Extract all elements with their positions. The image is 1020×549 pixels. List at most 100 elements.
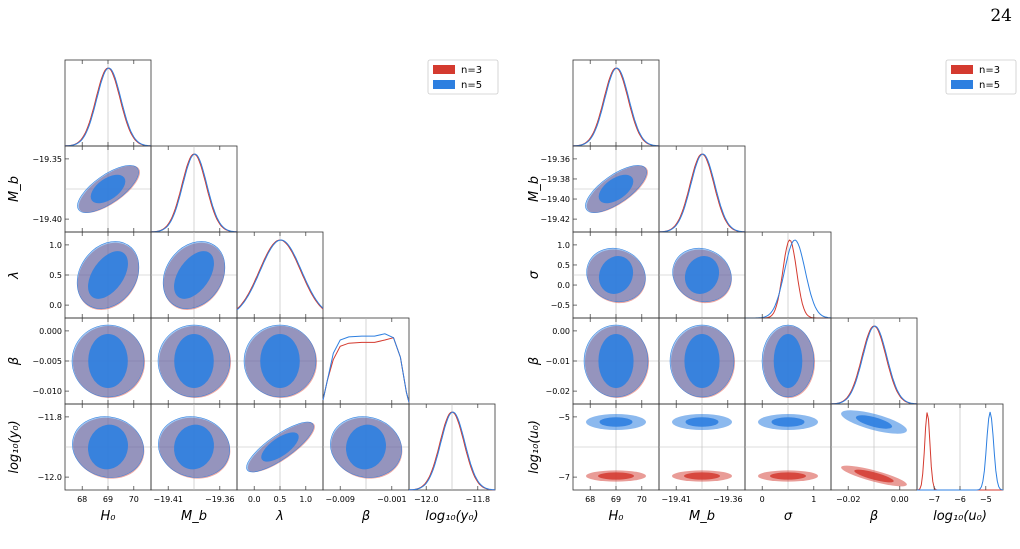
legend-swatch — [951, 80, 973, 89]
cell-3-3 — [322, 317, 410, 405]
cell-4-2 — [744, 403, 832, 491]
cell-3-0 — [64, 317, 152, 405]
x-tick-label: −19.41 — [153, 495, 183, 504]
y-axis-label: log₁₀(u₀) — [527, 420, 542, 474]
x-tick-label: −7 — [928, 495, 940, 504]
contour-n5-inner — [88, 251, 128, 299]
marginal-n5 — [236, 239, 324, 311]
y-tick-label: −19.40 — [32, 215, 62, 224]
cell-3-1 — [150, 317, 238, 405]
cell-3-0 — [572, 317, 660, 405]
x-axis-label: β — [361, 509, 370, 524]
x-tick-label: 69 — [103, 495, 113, 504]
x-axis-label: log₁₀(u₀) — [933, 509, 987, 524]
x-tick-label: −0.009 — [325, 495, 355, 504]
cell-4-4 — [408, 403, 496, 491]
legend-label: n=3 — [461, 65, 482, 76]
x-axis-label: λ — [275, 509, 284, 524]
y-tick-label: −0.02 — [545, 387, 570, 396]
x-axis-label: M_b — [181, 509, 207, 524]
cell-1-1 — [150, 145, 238, 233]
cell-2-2 — [744, 231, 832, 319]
x-tick-label: 68 — [77, 495, 87, 504]
contour-n5-inner — [685, 417, 719, 427]
contour-n5-inner — [88, 334, 128, 388]
cell-1-0 — [572, 145, 660, 233]
marginal-n5 — [150, 153, 238, 233]
cell-4-1 — [658, 403, 746, 491]
x-tick-label: −11.8 — [466, 495, 491, 504]
contour-n3-inner — [854, 469, 894, 483]
cell-4-2 — [236, 403, 324, 491]
marginal-n5 — [658, 153, 746, 233]
legend-swatch — [951, 65, 973, 74]
y-tick-label: 0.00 — [552, 327, 570, 336]
marginal-n5 — [64, 67, 152, 147]
cell-2-0 — [572, 231, 660, 319]
contour-n5-inner — [346, 424, 386, 470]
y-tick-label: −19.40 — [540, 195, 570, 204]
cell-2-1 — [150, 231, 238, 319]
x-axis-label: H₀ — [609, 509, 625, 524]
x-tick-label: 0.5 — [274, 495, 287, 504]
cell-3-2 — [744, 317, 832, 405]
contour-n5-inner — [599, 417, 633, 427]
contour-n5-inner — [260, 334, 300, 388]
x-tick-label: −0.001 — [377, 495, 407, 504]
y-tick-label: 0.0 — [49, 301, 62, 310]
contour-n5-inner — [598, 174, 634, 204]
marginal-n5 — [830, 325, 918, 405]
y-tick-label: 1.0 — [49, 241, 62, 250]
y-tick-label: −0.005 — [32, 357, 62, 366]
x-tick-label: −6 — [954, 495, 966, 504]
contour-n5-inner — [174, 424, 214, 470]
y-tick-label: 0.0 — [557, 281, 570, 290]
y-tick-label: 0.5 — [557, 261, 570, 270]
cell-1-1 — [658, 145, 746, 233]
x-tick-label: −5 — [980, 495, 992, 504]
contour-n3-inner — [770, 472, 806, 480]
corner-plot-left-svg: 68 69 70 H₀ −19.41 −19.36 M_b 0.0 0.5 1.0 λ −0.009 −… — [7, 59, 499, 524]
legend: n=3n=5 — [945, 59, 1017, 95]
cell-3-1 — [658, 317, 746, 405]
x-axis-label: M_b — [689, 509, 715, 524]
contour-n5-inner — [174, 251, 214, 299]
marginal-n5 — [572, 67, 660, 147]
corner-plot-right-svg: 68 69 70 H₀ −19.41 −19.36 M_b 0 1 σ −0.02 0.00 β −7 −6… — [527, 59, 1017, 524]
x-tick-label: 69 — [611, 495, 621, 504]
y-tick-label: −11.8 — [37, 413, 62, 422]
contour-n5-inner — [598, 256, 634, 294]
contour-n3-inner — [598, 472, 634, 480]
x-tick-label: 0.0 — [248, 495, 261, 504]
contour-n5-inner — [684, 334, 720, 388]
contour-n5-inner — [174, 334, 214, 388]
cell-2-1 — [658, 231, 746, 319]
cell-4-0 — [64, 403, 152, 491]
contour-n5-inner — [90, 174, 126, 204]
legend-label: n=5 — [979, 80, 1000, 91]
y-tick-label: −0.01 — [545, 357, 570, 366]
x-axis-label: log₁₀(y₀) — [425, 509, 478, 524]
x-tick-label: 70 — [129, 495, 139, 504]
cell-2-0 — [64, 231, 152, 319]
cell-4-0 — [572, 403, 660, 491]
x-tick-label: 0 — [760, 495, 765, 504]
y-tick-label: −19.38 — [540, 175, 570, 184]
x-axis-label: H₀ — [101, 509, 117, 524]
x-tick-label: −19.36 — [205, 495, 235, 504]
y-tick-label: −0.010 — [32, 387, 62, 396]
y-tick-label: 0.5 — [49, 271, 62, 280]
legend-swatch — [433, 80, 455, 89]
y-axis-label: σ — [527, 270, 542, 279]
y-axis-label: M_b — [7, 176, 22, 202]
y-tick-label: −19.35 — [32, 155, 62, 164]
y-tick-label: −7 — [558, 473, 570, 482]
marginal-n5 — [408, 411, 496, 491]
marginal-n5 — [322, 333, 410, 403]
cell-3-3 — [830, 317, 918, 405]
cell-4-4 — [916, 403, 1004, 491]
x-tick-label: −19.41 — [661, 495, 691, 504]
contour-n3-inner — [684, 472, 720, 480]
y-tick-label: −12.0 — [37, 473, 62, 482]
legend-label: n=5 — [461, 80, 482, 91]
